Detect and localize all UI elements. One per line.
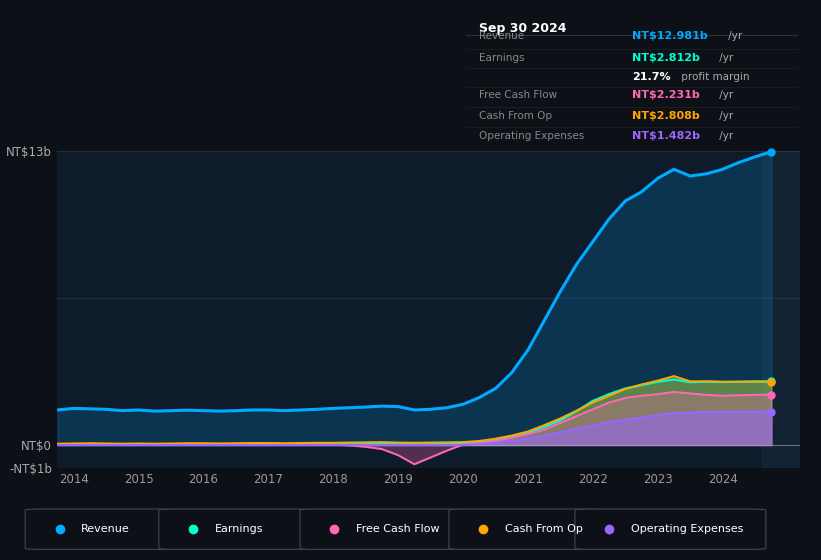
Text: /yr: /yr [716, 131, 733, 141]
Text: 21.7%: 21.7% [632, 72, 671, 82]
Text: NT$12.981b: NT$12.981b [632, 31, 708, 41]
Text: NT$2.812b: NT$2.812b [632, 53, 699, 63]
Text: Free Cash Flow: Free Cash Flow [479, 91, 557, 100]
FancyBboxPatch shape [449, 509, 598, 549]
FancyBboxPatch shape [575, 509, 766, 549]
Text: /yr: /yr [716, 111, 733, 121]
Text: /yr: /yr [716, 91, 733, 100]
Text: Cash From Op: Cash From Op [479, 111, 552, 121]
Text: /yr: /yr [716, 53, 733, 63]
FancyBboxPatch shape [158, 509, 311, 549]
Text: Sep 30 2024: Sep 30 2024 [479, 22, 566, 35]
Text: Operating Expenses: Operating Expenses [631, 524, 743, 534]
Text: NT$1.482b: NT$1.482b [632, 131, 699, 141]
Text: NT$2.808b: NT$2.808b [632, 111, 699, 121]
Text: /yr: /yr [725, 31, 742, 41]
Bar [762, 151, 800, 468]
Text: NT$2.231b: NT$2.231b [632, 91, 699, 100]
FancyBboxPatch shape [300, 509, 461, 549]
Text: Operating Expenses: Operating Expenses [479, 131, 584, 141]
Text: Revenue: Revenue [479, 31, 524, 41]
Text: Earnings: Earnings [479, 53, 525, 63]
Text: Revenue: Revenue [81, 524, 130, 534]
Text: profit margin: profit margin [678, 72, 750, 82]
Text: Free Cash Flow: Free Cash Flow [355, 524, 439, 534]
Text: Earnings: Earnings [214, 524, 263, 534]
Text: Cash From Op: Cash From Op [505, 524, 583, 534]
FancyBboxPatch shape [25, 509, 174, 549]
